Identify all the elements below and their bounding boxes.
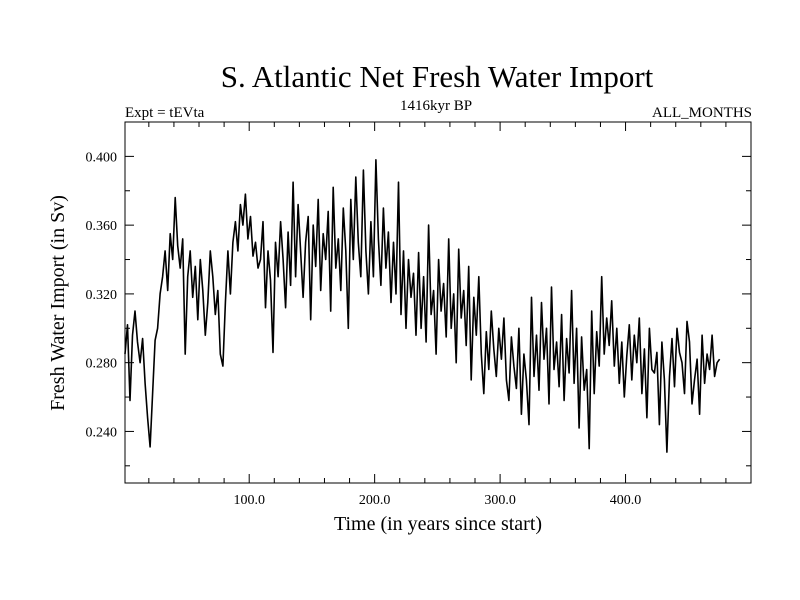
plot-frame [124, 121, 752, 484]
y-tick-label: 0.320 [86, 288, 118, 303]
subtitle-left: Expt = tEVta [125, 105, 205, 121]
x-axis-ticks [148, 122, 727, 483]
y-axis-tick-labels: 0.240 0.280 0.320 0.360 0.400 [86, 150, 118, 440]
y-axis-label: Fresh Water Import (in Sv) [47, 195, 69, 411]
y-tick-label: 0.280 [86, 357, 118, 372]
y-tick-label: 0.400 [86, 150, 118, 165]
series-line-fresh-water-import [124, 159, 721, 453]
y-tick-label: 0.360 [86, 219, 118, 234]
chart-title: S. Atlantic Net Fresh Water Import [221, 59, 654, 94]
x-tick-label: 300.0 [484, 493, 516, 508]
x-tick-label: 200.0 [359, 493, 391, 508]
y-tick-label: 0.240 [86, 425, 118, 440]
x-tick-label: 400.0 [610, 493, 642, 508]
y-axis-ticks [125, 155, 751, 467]
x-tick-label: 100.0 [233, 493, 265, 508]
subtitle-right: ALL_MONTHS [652, 105, 752, 121]
x-axis-label: Time (in years since start) [334, 513, 542, 535]
subtitle-center: 1416kyr BP [400, 98, 472, 114]
x-axis-tick-labels: 100.0 200.0 300.0 400.0 [233, 493, 641, 508]
